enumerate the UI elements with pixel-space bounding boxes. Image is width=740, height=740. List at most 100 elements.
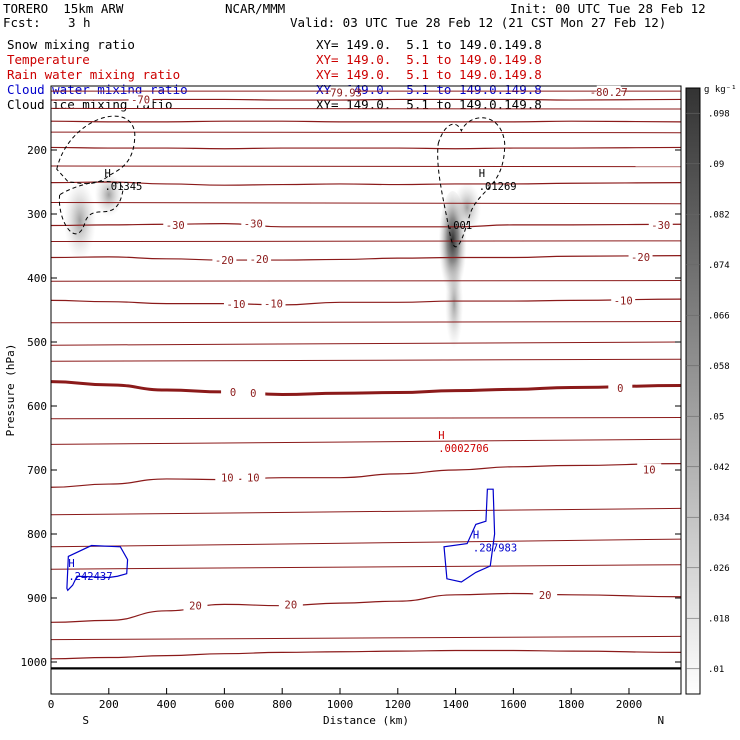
y-tick-label: 600 [27, 400, 47, 413]
label-bg [628, 250, 653, 263]
fcst-label: Fcst: [3, 15, 41, 30]
label-bg [611, 294, 636, 307]
isotherm-label: 0 [617, 383, 623, 395]
label-bg [163, 218, 188, 231]
colorbar-tick-label: .01 [708, 665, 724, 675]
ice-contour [58, 181, 124, 235]
field-xy: XY= 149.0. 5.1 to 149.0.149.8 [316, 97, 542, 112]
label-bg [221, 385, 246, 398]
isotherm-line [50, 131, 682, 134]
colorbar-tick-label: .082 [708, 210, 730, 220]
maximum-marker: H [473, 529, 479, 541]
isotherm-line [50, 592, 682, 623]
isotherm-label: -10 [614, 295, 633, 307]
valid-label: Valid: 03 UTC Tue 28 Feb 12 (21 CST Mon … [290, 15, 667, 30]
label-bg [648, 218, 673, 231]
north-label: N [657, 714, 664, 727]
isotherm-line [50, 255, 682, 261]
x-tick-label: 1200 [385, 698, 412, 711]
isotherm-label: -30 [166, 220, 185, 232]
x-axis-title: Distance (km) [323, 714, 409, 727]
colorbar-tick-label: .074 [708, 261, 730, 271]
isotherm-label: 0 [250, 388, 256, 400]
label-bg [637, 463, 662, 476]
snow-blob [63, 180, 96, 261]
y-axis-title: Pressure (hPa) [4, 344, 17, 437]
isotherm-line [50, 146, 682, 150]
colorbar-unit: g kg⁻¹ [704, 85, 737, 95]
isotherm-line [50, 341, 682, 346]
y-tick-label: 1000 [21, 656, 48, 669]
label-bg [596, 85, 621, 98]
isotherm-line [50, 181, 682, 186]
label-bg [330, 86, 355, 99]
maximum-marker: H [438, 430, 444, 442]
x-tick-label: 200 [99, 698, 119, 711]
south-label: S [82, 714, 89, 727]
x-tick-label: 1400 [442, 698, 469, 711]
isotherm-line [50, 417, 682, 420]
field-label: Temperature [7, 52, 90, 67]
y-tick-label: 500 [27, 336, 47, 349]
isotherm-label: -10 [226, 299, 245, 311]
isotherm-label: 20 [539, 590, 552, 602]
cloud-ice-contours [56, 115, 506, 248]
isotherm-line [50, 358, 682, 362]
isotherm-label: 10 [221, 473, 234, 485]
isotherm-line [50, 538, 682, 548]
x-tick-label: 0 [48, 698, 55, 711]
field-xy: XY= 149.0. 5.1 to 149.0.149.8 [316, 37, 542, 52]
isotherm-line [50, 298, 682, 306]
isotherm-label: -79.93 [324, 87, 362, 99]
field-label: Rain water mixing ratio [7, 67, 181, 82]
label-bg [212, 254, 237, 267]
fcst-value: 3 h [68, 15, 91, 30]
isotherm-line [50, 201, 682, 205]
water-contour [443, 488, 496, 583]
maximum-value: .01269 [479, 181, 517, 193]
isotherm-label: -20 [631, 252, 650, 264]
maximum-marker: H [68, 558, 74, 570]
y-tick-label: 400 [27, 272, 47, 285]
label-bg [241, 387, 266, 400]
isotherm-line [50, 564, 682, 570]
isotherm-line [50, 240, 682, 243]
colorbar-tick-label: .05 [708, 412, 724, 422]
x-tick-label: 1600 [500, 698, 527, 711]
org-label: NCAR/MMM [225, 1, 286, 16]
isotherm-label: 20 [285, 599, 298, 611]
field-label: Snow mixing ratio [7, 37, 135, 52]
colorbar-tick-label: .026 [708, 564, 730, 574]
isotherm-label: -10 [264, 299, 283, 311]
label-bg [183, 599, 208, 612]
isotherm-label: 0 [230, 387, 236, 399]
colorbar-tick-label: .034 [708, 513, 730, 523]
maximum-value: .0002706 [438, 443, 489, 455]
label-bg [247, 252, 272, 265]
field-xy: XY= 149.0. 5.1 to 149.0.149.8 [316, 67, 542, 82]
snow-blob [453, 182, 482, 233]
isotherm-line [50, 463, 682, 488]
isotherm-line [50, 438, 682, 445]
maximum-value: .001 [447, 220, 472, 232]
x-tick-label: 1800 [558, 698, 585, 711]
label-bg [261, 297, 286, 310]
x-tick-label: 800 [272, 698, 292, 711]
isotherm-label: -80.27 [590, 87, 628, 99]
x-tick-label: 2000 [616, 698, 643, 711]
label-bg [608, 382, 633, 395]
isotherm-label: -20 [250, 254, 269, 266]
isotherm-line [50, 321, 682, 324]
x-tick-label: 1000 [327, 698, 354, 711]
isotherm-label: 10 [643, 464, 656, 476]
maximum-value: .242437 [68, 571, 112, 583]
label-bg [128, 93, 153, 106]
maximum-value: .01345 [104, 181, 142, 193]
colorbar-tick-label: .09 [708, 160, 724, 170]
model-label: TORERO 15km ARW [3, 1, 124, 16]
isotherm-label: -30 [651, 220, 670, 232]
ice-contour [56, 115, 136, 185]
maximum-value: .287983 [473, 542, 517, 554]
